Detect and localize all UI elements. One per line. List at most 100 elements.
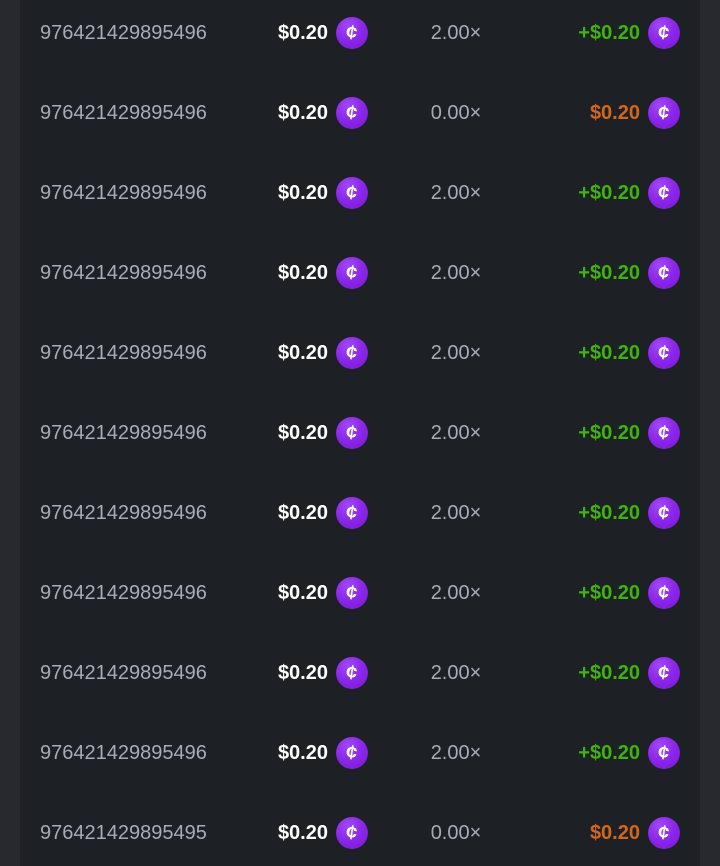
bet-amount-cell: $0.20 ¢ — [218, 337, 368, 369]
multiplier: 2.00× — [430, 421, 482, 444]
bet-amount: $0.20 — [277, 421, 328, 444]
payout-amount: $0.20 — [589, 821, 640, 844]
payout-cell: +$0.20 ¢ — [544, 657, 680, 689]
bet-amount: $0.20 — [277, 741, 328, 764]
bet-amount: $0.20 — [277, 661, 328, 684]
coin-icon: ¢ — [336, 577, 368, 609]
bet-amount-cell: $0.20 ¢ — [218, 177, 368, 209]
bet-id[interactable]: 976421429895496 — [40, 741, 207, 764]
payout-amount: +$0.20 — [578, 21, 640, 44]
bet-row[interactable]: 976421429895496 $0.20 ¢ 0.00× $0.20 ¢ — [20, 73, 700, 153]
payout-amount: +$0.20 — [578, 341, 640, 364]
coin-icon: ¢ — [336, 177, 368, 209]
coin-icon: ¢ — [648, 737, 680, 769]
payout-cell: +$0.20 ¢ — [544, 177, 680, 209]
payout-cell: +$0.20 ¢ — [544, 257, 680, 289]
coin-icon: ¢ — [336, 257, 368, 289]
bet-history-table: 976421429895496 $0.20 ¢ 2.00× +$0.20 ¢ 9… — [20, 0, 700, 866]
coin-icon: ¢ — [336, 97, 368, 129]
bet-amount-cell: $0.20 ¢ — [218, 17, 368, 49]
multiplier: 2.00× — [430, 21, 482, 44]
bet-row[interactable]: 976421429895496 $0.20 ¢ 2.00× +$0.20 ¢ — [20, 0, 700, 73]
bet-id[interactable]: 976421429895496 — [40, 341, 207, 364]
bet-id[interactable]: 976421429895496 — [40, 261, 207, 284]
payout-cell: +$0.20 ¢ — [544, 17, 680, 49]
bet-rows: 976421429895496 $0.20 ¢ 2.00× +$0.20 ¢ 9… — [20, 0, 700, 866]
bet-row[interactable]: 976421429895495 $0.20 ¢ 0.00× $0.20 ¢ — [20, 793, 700, 866]
coin-icon: ¢ — [648, 817, 680, 849]
coin-icon: ¢ — [648, 97, 680, 129]
coin-icon: ¢ — [336, 497, 368, 529]
multiplier: 0.00× — [430, 821, 482, 844]
bet-amount: $0.20 — [277, 21, 328, 44]
bet-amount-cell: $0.20 ¢ — [218, 577, 368, 609]
payout-cell: +$0.20 ¢ — [544, 737, 680, 769]
payout-cell: +$0.20 ¢ — [544, 337, 680, 369]
bet-amount-cell: $0.20 ¢ — [218, 737, 368, 769]
coin-icon: ¢ — [336, 817, 368, 849]
bet-row[interactable]: 976421429895496 $0.20 ¢ 2.00× +$0.20 ¢ — [20, 393, 700, 473]
payout-amount: +$0.20 — [578, 421, 640, 444]
bet-row[interactable]: 976421429895496 $0.20 ¢ 2.00× +$0.20 ¢ — [20, 633, 700, 713]
multiplier: 2.00× — [430, 581, 482, 604]
coin-icon: ¢ — [648, 257, 680, 289]
coin-icon: ¢ — [336, 657, 368, 689]
bet-id[interactable]: 976421429895496 — [40, 181, 207, 204]
multiplier: 2.00× — [430, 341, 482, 364]
bet-amount: $0.20 — [277, 821, 328, 844]
bet-id[interactable]: 976421429895496 — [40, 661, 207, 684]
bet-id[interactable]: 976421429895496 — [40, 21, 207, 44]
payout-cell: $0.20 ¢ — [544, 817, 680, 849]
bet-row[interactable]: 976421429895496 $0.20 ¢ 2.00× +$0.20 ¢ — [20, 473, 700, 553]
payout-cell: $0.20 ¢ — [544, 97, 680, 129]
bet-amount-cell: $0.20 ¢ — [218, 497, 368, 529]
payout-amount: +$0.20 — [578, 581, 640, 604]
bet-amount-cell: $0.20 ¢ — [218, 817, 368, 849]
bet-row[interactable]: 976421429895496 $0.20 ¢ 2.00× +$0.20 ¢ — [20, 553, 700, 633]
coin-icon: ¢ — [336, 417, 368, 449]
bet-amount: $0.20 — [277, 101, 328, 124]
bet-amount-cell: $0.20 ¢ — [218, 417, 368, 449]
bet-amount: $0.20 — [277, 341, 328, 364]
coin-icon: ¢ — [648, 497, 680, 529]
bet-row[interactable]: 976421429895496 $0.20 ¢ 2.00× +$0.20 ¢ — [20, 313, 700, 393]
payout-amount: +$0.20 — [578, 181, 640, 204]
bet-amount-cell: $0.20 ¢ — [218, 97, 368, 129]
payout-amount: +$0.20 — [578, 741, 640, 764]
multiplier: 2.00× — [430, 501, 482, 524]
bet-amount-cell: $0.20 ¢ — [218, 257, 368, 289]
bet-id[interactable]: 976421429895496 — [40, 421, 207, 444]
bet-row[interactable]: 976421429895496 $0.20 ¢ 2.00× +$0.20 ¢ — [20, 713, 700, 793]
bet-id[interactable]: 976421429895495 — [40, 821, 207, 844]
bet-amount: $0.20 — [277, 581, 328, 604]
coin-icon: ¢ — [336, 337, 368, 369]
bet-id[interactable]: 976421429895496 — [40, 581, 207, 604]
bet-row[interactable]: 976421429895496 $0.20 ¢ 2.00× +$0.20 ¢ — [20, 233, 700, 313]
bet-row[interactable]: 976421429895496 $0.20 ¢ 2.00× +$0.20 ¢ — [20, 153, 700, 233]
payout-cell: +$0.20 ¢ — [544, 497, 680, 529]
coin-icon: ¢ — [648, 337, 680, 369]
coin-icon: ¢ — [648, 417, 680, 449]
bet-id[interactable]: 976421429895496 — [40, 101, 207, 124]
bet-amount: $0.20 — [277, 501, 328, 524]
bet-amount: $0.20 — [277, 261, 328, 284]
multiplier: 2.00× — [430, 741, 482, 764]
multiplier: 0.00× — [430, 101, 482, 124]
bet-id[interactable]: 976421429895496 — [40, 501, 207, 524]
bet-amount-cell: $0.20 ¢ — [218, 657, 368, 689]
coin-icon: ¢ — [648, 657, 680, 689]
coin-icon: ¢ — [648, 177, 680, 209]
coin-icon: ¢ — [336, 17, 368, 49]
payout-amount: +$0.20 — [578, 501, 640, 524]
payout-cell: +$0.20 ¢ — [544, 417, 680, 449]
bet-amount: $0.20 — [277, 181, 328, 204]
coin-icon: ¢ — [336, 737, 368, 769]
payout-amount: $0.20 — [589, 101, 640, 124]
payout-amount: +$0.20 — [578, 261, 640, 284]
multiplier: 2.00× — [430, 661, 482, 684]
coin-icon: ¢ — [648, 17, 680, 49]
payout-cell: +$0.20 ¢ — [544, 577, 680, 609]
payout-amount: +$0.20 — [578, 661, 640, 684]
multiplier: 2.00× — [430, 261, 482, 284]
